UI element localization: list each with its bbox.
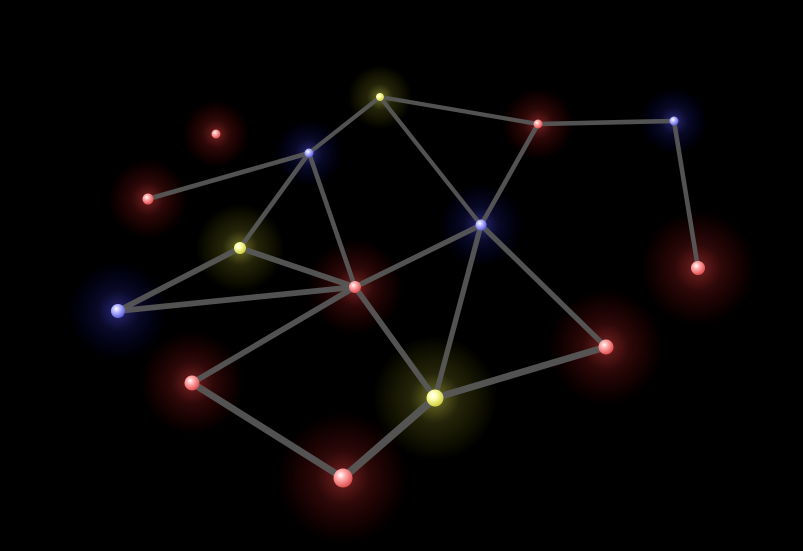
node-n14-red[interactable] xyxy=(598,339,614,355)
edge-n5-n6 xyxy=(535,118,677,127)
edge-n1-n13 xyxy=(339,394,439,482)
edge-n3-n7 xyxy=(237,150,312,251)
edge-n12-n1 xyxy=(188,379,347,482)
node-n5-red[interactable] xyxy=(533,119,543,129)
node-n4-yellow[interactable] xyxy=(376,93,384,101)
node-n6-blue[interactable] xyxy=(669,116,679,126)
edge-n9-n13 xyxy=(352,284,438,401)
edge-n7-n8 xyxy=(115,245,243,314)
edge-n9-n11 xyxy=(352,222,484,290)
edge-n8-n9 xyxy=(115,284,358,314)
edge-n3-n9 xyxy=(306,150,358,290)
edge-n2-n3 xyxy=(145,150,312,202)
node-n12-red[interactable] xyxy=(184,375,200,391)
edge-layer xyxy=(115,94,701,482)
edge-n6-n10 xyxy=(671,118,701,271)
node-isolated-red[interactable] xyxy=(211,129,221,139)
node-n3-blue[interactable] xyxy=(304,148,314,158)
edge-n11-n13 xyxy=(432,222,484,401)
node-n10-red[interactable] xyxy=(691,261,705,275)
edge-n3-n4 xyxy=(306,94,383,156)
edge-n7-n9 xyxy=(237,245,358,290)
node-n7-yellow[interactable] xyxy=(234,242,246,254)
node-n9-red[interactable] xyxy=(349,281,361,293)
node-n11-blue[interactable] xyxy=(475,219,487,231)
node-n13-yellow[interactable] xyxy=(426,389,444,407)
edge-n11-n14 xyxy=(478,222,609,350)
edge-n5-n11 xyxy=(478,121,541,228)
node-n1-red[interactable] xyxy=(333,468,353,488)
node-n2-red[interactable] xyxy=(142,193,154,205)
edge-n13-n14 xyxy=(431,343,610,402)
edge-n4-n5 xyxy=(377,94,541,127)
edge-n4-n11 xyxy=(377,94,484,228)
node-layer xyxy=(111,93,705,488)
edge-n9-n12 xyxy=(189,284,358,386)
node-n8-blue[interactable] xyxy=(111,304,125,318)
